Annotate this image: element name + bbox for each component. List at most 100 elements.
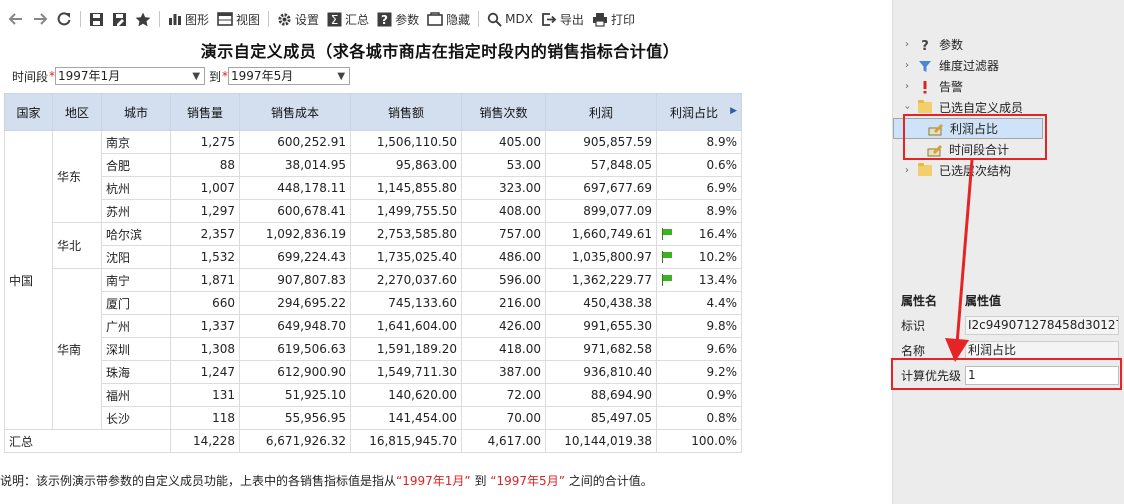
custom-member-icon [928, 122, 944, 136]
quantity-cell: 1,337 [170, 314, 240, 338]
chart-button[interactable]: 图形 [164, 7, 213, 31]
exclamation-icon [917, 80, 933, 94]
sales-cell: 745,133.60 [350, 291, 462, 315]
header-country[interactable]: 国家 [4, 93, 53, 131]
header-sales[interactable]: 销售额 [350, 93, 462, 131]
prop-name-header: 属性名 [901, 294, 938, 308]
end-period-select[interactable]: 1997年5月 ▼ [228, 67, 351, 85]
print-button[interactable]: 打印 [588, 7, 639, 31]
city-cell[interactable]: 福州 [101, 383, 171, 407]
city-cell[interactable]: 深圳 [101, 337, 171, 361]
header-city[interactable]: 城市 [101, 93, 171, 131]
city-cell[interactable]: 厦门 [101, 291, 171, 315]
summary-label: 汇总 [345, 12, 370, 27]
expand-right-icon[interactable]: ▶ [730, 106, 737, 116]
tree-item-dim-filter[interactable]: › 维度过滤器 [893, 55, 1124, 76]
svg-text:?: ? [381, 13, 388, 27]
export-button[interactable]: 导出 [537, 7, 588, 31]
city-cell[interactable]: 南京 [101, 130, 171, 154]
hide-button[interactable]: 隐藏 [423, 7, 474, 31]
sales-count-cell: 387.00 [461, 360, 546, 384]
prop-row-name: 名称 利润占比 [893, 338, 1124, 363]
chevron-right-icon[interactable]: › [905, 39, 909, 50]
total-cost: 6,671,926.32 [239, 429, 351, 453]
summary-button[interactable]: Σ 汇总 [323, 7, 373, 31]
chevron-down-icon[interactable]: › [901, 105, 913, 110]
tree-item-profit-ratio[interactable]: 利润占比 [893, 118, 1043, 139]
city-cell[interactable]: 哈尔滨 [101, 222, 171, 246]
params-button[interactable]: ? 参数 [373, 7, 423, 31]
profit-ratio-cell: 0.8% [656, 406, 742, 430]
header-quantity[interactable]: 销售量 [170, 93, 240, 131]
sales-count-cell: 323.00 [461, 176, 546, 200]
toolbar-divider [159, 11, 160, 27]
total-profit-ratio: 100.0% [656, 429, 742, 453]
period-label: 时间段 [12, 69, 49, 84]
chevron-right-icon[interactable]: › [905, 60, 909, 71]
chevron-right-icon[interactable]: › [905, 165, 909, 176]
cost-cell: 51,925.10 [239, 383, 351, 407]
custom-member-icon [927, 143, 943, 157]
note-suffix: 之间的合计值。 [568, 474, 653, 488]
cost-cell: 1,092,836.19 [239, 222, 351, 246]
tree-item-period-total[interactable]: 时间段合计 [893, 139, 1124, 160]
start-period-select[interactable]: 1997年1月 ▼ [55, 67, 206, 85]
settings-button[interactable]: 设置 [273, 7, 323, 31]
mdx-button[interactable]: MDX [483, 7, 537, 31]
refresh-icon [57, 12, 71, 26]
city-cell[interactable]: 杭州 [101, 176, 171, 200]
tree-item-hierarchy[interactable]: › 已选层次结构 [893, 160, 1124, 181]
back-button[interactable] [4, 7, 28, 31]
city-cell[interactable]: 苏州 [101, 199, 171, 223]
sales-count-cell: 72.00 [461, 383, 546, 407]
header-profit[interactable]: 利润 [545, 93, 657, 131]
header-sales-count[interactable]: 销售次数 [461, 93, 546, 131]
header-region[interactable]: 地区 [52, 93, 102, 131]
tree-item-custom-members[interactable]: › 已选自定义成员 [893, 97, 1124, 118]
header-cost[interactable]: 销售成本 [239, 93, 351, 131]
table-row: 深圳 1,308 619,506.63 1,591,189.20 418.00 971,6… [5, 337, 742, 361]
quantity-cell: 118 [170, 406, 240, 430]
end-period-value: 1997年5月 [231, 69, 294, 83]
question-icon: ? [377, 12, 392, 27]
tree-label: 告警 [939, 80, 964, 94]
forward-button[interactable] [28, 7, 52, 31]
city-cell[interactable]: 广州 [101, 314, 171, 338]
city-cell[interactable]: 长沙 [101, 406, 171, 430]
sales-count-cell: 53.00 [461, 153, 546, 177]
note-mid: 到 [474, 474, 487, 488]
sales-count-cell: 426.00 [461, 314, 546, 338]
city-cell[interactable]: 南宁 [101, 268, 171, 292]
country-cell: 中国 [4, 130, 53, 430]
view-button[interactable]: 视图 [213, 7, 264, 31]
sales-cell: 1,506,110.50 [350, 130, 462, 154]
printer-icon [592, 12, 607, 27]
sales-cell: 1,499,755.50 [350, 199, 462, 223]
toolbar: 图形 视图 设置 Σ 汇总 ? 参数 隐藏 MDX 导出 [0, 0, 892, 38]
note-end: “1997年5月” [490, 474, 565, 488]
sales-cell: 1,735,025.40 [350, 245, 462, 269]
tree-item-alert[interactable]: › 告警 [893, 76, 1124, 97]
chevron-right-icon[interactable]: › [905, 81, 909, 92]
highlight-box-members [903, 114, 1047, 160]
refresh-button[interactable] [52, 7, 76, 31]
save-icon [90, 12, 103, 26]
table-row: 长沙 118 55,956.95 141,454.00 70.00 85,497.05 0.… [5, 406, 742, 430]
save-as-button[interactable] [108, 7, 131, 31]
cost-cell: 600,252.91 [239, 130, 351, 154]
header-profit-ratio[interactable]: 利润占比 ▶ [656, 93, 742, 131]
favorite-button[interactable] [131, 7, 155, 31]
city-cell[interactable]: 沈阳 [101, 245, 171, 269]
city-cell[interactable]: 珠海 [101, 360, 171, 384]
save-button[interactable] [85, 7, 108, 31]
quantity-cell: 660 [170, 291, 240, 315]
tree-item-params[interactable]: › ? 参数 [893, 34, 1124, 55]
priority-input[interactable]: 1 [965, 366, 1119, 385]
profit-cell: 936,810.40 [545, 360, 657, 384]
table-row: 珠海 1,247 612,900.90 1,549,711.30 387.00 936,8… [5, 360, 742, 384]
city-cell[interactable]: 合肥 [101, 153, 171, 177]
properties-grid: 属性名 属性值 标识 I2c949071278458d30127 名称 利润占比… [891, 288, 1124, 390]
cost-cell: 294,695.22 [239, 291, 351, 315]
cost-cell: 55,956.95 [239, 406, 351, 430]
table-row: 厦门 660 294,695.22 745,133.60 216.00 450,438.3… [5, 291, 742, 315]
